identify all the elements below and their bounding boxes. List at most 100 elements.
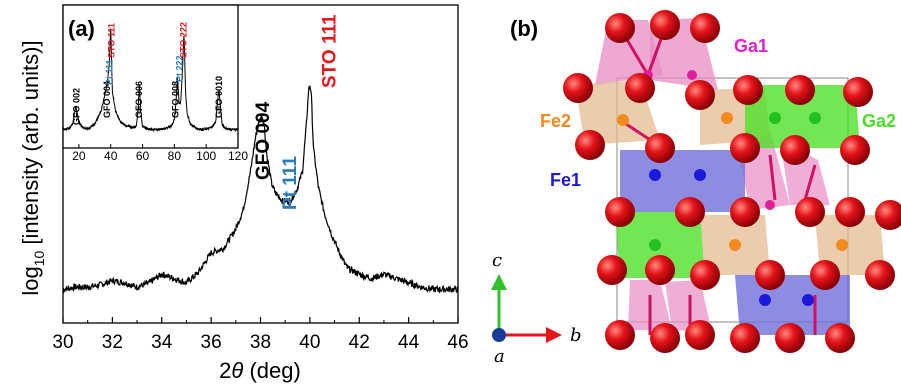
- oxygen-atom: [785, 75, 815, 105]
- oxygen-atom: [835, 197, 865, 227]
- fe1-octahedron-bottom: [735, 275, 850, 335]
- bond: [768, 154, 777, 201]
- oxygen-atom: [690, 260, 720, 290]
- x-tick-label: 36: [201, 332, 222, 353]
- x-tick-label: 38: [250, 332, 271, 353]
- oxygen-atom: [810, 260, 840, 290]
- inset-x-tick-label: 80: [168, 149, 182, 163]
- bond: [803, 164, 817, 201]
- x-tick-label: 44: [398, 332, 420, 353]
- panel-a-label: (a): [68, 16, 95, 41]
- c-axis-label: c: [492, 250, 502, 271]
- inset-peak-label: STO 222: [178, 22, 188, 58]
- oxygen-atom: [875, 200, 901, 230]
- peak-label: Pt 111: [280, 156, 301, 210]
- oxygen-atom: [645, 255, 675, 285]
- oxygen-atom: [730, 197, 760, 227]
- axis-triad: c b a: [491, 250, 582, 367]
- fe1-atom: [694, 169, 706, 181]
- oxygen-atom: [843, 77, 873, 107]
- fe1-polyhedra: [620, 150, 850, 335]
- peak-label: GFO 004: [253, 101, 274, 180]
- oxygen-atom: [605, 320, 635, 350]
- ga2-atom: [649, 239, 661, 251]
- panel-b-label: (b): [510, 16, 538, 41]
- ga2-octahedron-top: [745, 85, 860, 148]
- crystal-structure: Ga1 Fe2 Ga2 Fe1 (b): [510, 10, 901, 353]
- oxygen-atom: [865, 260, 895, 290]
- ga2-atom: [809, 112, 821, 124]
- fe2-atom: [836, 239, 848, 251]
- inset-peak-label: GFO 0010: [214, 76, 224, 118]
- inset-xrd-curve: [62, 28, 239, 133]
- fe1-atom: [802, 294, 814, 306]
- inset-x-ticks: 20 40 60 80 100 120: [72, 144, 248, 163]
- fe2-atom: [729, 239, 741, 251]
- fe1-octahedron-top: [620, 150, 745, 212]
- inset-x-tick-label: 120: [228, 149, 248, 163]
- fe2-octahedron-lower-right: [815, 215, 885, 275]
- oxygen-atom: [575, 130, 605, 160]
- inset-x-tick-label: 60: [136, 149, 150, 163]
- oxygen-atom: [730, 323, 760, 353]
- inset-peak-label: GFO 006: [134, 81, 144, 118]
- oxygen-atom: [605, 197, 635, 227]
- ga1-atom: [765, 200, 775, 210]
- x-tick-label: 34: [151, 332, 173, 353]
- c-arrow-head: [491, 274, 507, 290]
- oxygen-atom: [605, 13, 635, 43]
- oxygen-atom: [775, 323, 805, 353]
- inset-x-tick-label: 100: [196, 149, 216, 163]
- inset-x-tick-label: 20: [72, 149, 86, 163]
- oxygen-atom: [650, 323, 680, 353]
- x-tick-label: 40: [299, 332, 320, 353]
- fe1-atom: [649, 169, 661, 181]
- fe1-atom: [759, 294, 771, 306]
- a-axis-label: a: [494, 346, 505, 367]
- oxygen-atom: [780, 135, 810, 165]
- ga1-atom: [687, 70, 697, 80]
- x-tick-label: 32: [102, 332, 123, 353]
- oxygen-atom: [825, 323, 855, 353]
- main-x-ticks: 30 32 34 36 38 40 42 44 46: [52, 317, 469, 353]
- oxygen-atom: [733, 75, 763, 105]
- inset-peak-label: GFO 008: [171, 81, 181, 118]
- site-label-fe1: Fe1: [550, 170, 581, 190]
- oxygen-atom: [675, 197, 705, 227]
- y-axis-title: log10 [intensity (arb. units)]: [18, 40, 47, 295]
- oxygen-atom: [730, 133, 760, 163]
- b-axis-label: b: [570, 325, 582, 346]
- inset-peak-label: GFO 002: [72, 88, 82, 125]
- oxygen-atoms: [563, 10, 901, 353]
- oxygen-atom: [690, 13, 720, 43]
- inset-peak-label: Pt 111: [104, 59, 114, 85]
- inset-peak-label: GFO 004: [102, 81, 112, 118]
- oxygen-atom: [755, 260, 785, 290]
- x-tick-label: 46: [447, 332, 468, 353]
- fe2-atom: [721, 112, 733, 124]
- inset-frame: [62, 4, 239, 149]
- oxygen-atom: [795, 197, 825, 227]
- x-axis-title: 2θ (deg): [219, 358, 301, 383]
- ga2-atom: [769, 112, 781, 124]
- inset-peak-label: Pt 222: [174, 55, 184, 82]
- x-tick-label: 42: [349, 332, 370, 353]
- a-axis-dot: [492, 328, 506, 342]
- b-arrow-head: [546, 327, 562, 343]
- oxygen-atom: [597, 255, 627, 285]
- oxygen-atom: [840, 135, 870, 165]
- fe2-atom: [617, 114, 629, 126]
- site-label-fe2: Fe2: [540, 111, 571, 131]
- main-peak-labels: GFO 004 Pt 111 STO 111: [253, 14, 341, 210]
- oxygen-atom: [625, 73, 655, 103]
- oxygen-atom: [645, 133, 675, 163]
- oxygen-atom: [650, 10, 680, 40]
- oxygen-atom: [563, 73, 593, 103]
- peak-label: STO 111: [320, 14, 341, 88]
- site-label-ga2: Ga2: [862, 111, 896, 131]
- main-xrd-curve: [62, 85, 459, 294]
